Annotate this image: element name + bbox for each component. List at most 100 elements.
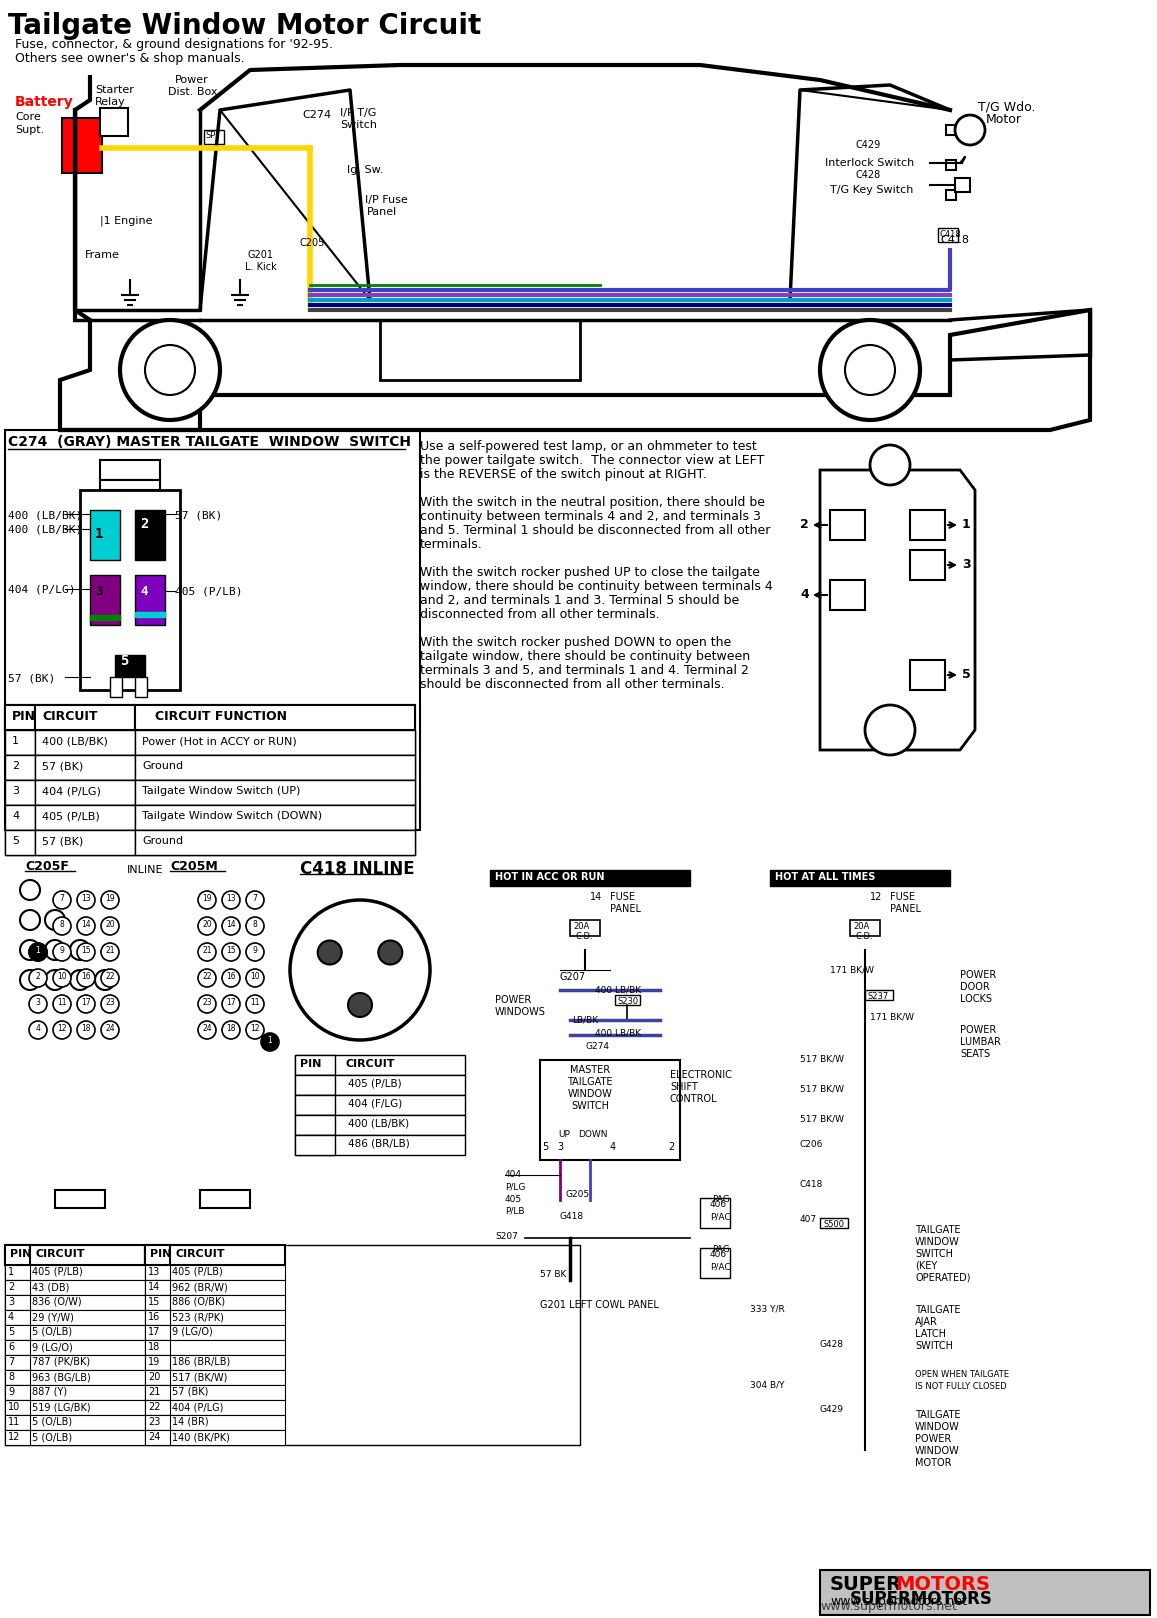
- Text: CONTROL: CONTROL: [670, 1094, 717, 1103]
- Bar: [62, 118, 102, 173]
- Circle shape: [246, 943, 264, 961]
- Text: S500: S500: [823, 1220, 843, 1230]
- Bar: [135, 780, 415, 806]
- Text: Switch: Switch: [340, 120, 377, 129]
- Bar: [5, 1311, 30, 1325]
- Text: 886 (O/BK): 886 (O/BK): [172, 1298, 226, 1307]
- Circle shape: [246, 892, 264, 909]
- Circle shape: [29, 1021, 47, 1039]
- Text: 57 (BK): 57 (BK): [42, 760, 83, 772]
- Text: PIN: PIN: [150, 1249, 171, 1259]
- Bar: [5, 1354, 30, 1370]
- Text: 21: 21: [202, 947, 212, 955]
- Bar: [5, 1265, 30, 1280]
- Text: 15: 15: [226, 947, 236, 955]
- Text: PIN: PIN: [12, 710, 36, 723]
- Text: 1: 1: [95, 527, 103, 540]
- Text: 10: 10: [8, 1403, 21, 1413]
- Text: 8: 8: [252, 921, 257, 929]
- Text: DOWN: DOWN: [578, 1129, 607, 1139]
- Circle shape: [45, 971, 65, 990]
- Text: 57 (BK): 57 (BK): [42, 837, 83, 846]
- Bar: [379, 320, 580, 380]
- Bar: [5, 1430, 145, 1445]
- Text: POWER: POWER: [495, 995, 531, 1005]
- Text: terminals 3 and 5, and terminals 1 and 4. Terminal 2: terminals 3 and 5, and terminals 1 and 4…: [420, 663, 749, 676]
- Circle shape: [53, 917, 71, 935]
- Text: 787 (PK/BK): 787 (PK/BK): [32, 1358, 90, 1367]
- Text: G429: G429: [820, 1404, 843, 1414]
- FancyBboxPatch shape: [160, 870, 290, 1220]
- Bar: [56, 1189, 105, 1209]
- Bar: [295, 1115, 465, 1134]
- Bar: [35, 806, 135, 830]
- Text: 3: 3: [12, 786, 19, 796]
- Text: HOT AT ALL TIMES: HOT AT ALL TIMES: [775, 872, 876, 882]
- Text: 1: 1: [961, 518, 971, 531]
- Text: C418: C418: [939, 230, 960, 239]
- Circle shape: [71, 940, 90, 959]
- Text: SWITCH: SWITCH: [915, 1249, 953, 1259]
- Circle shape: [29, 995, 47, 1013]
- Bar: [35, 756, 135, 780]
- Text: With the switch in the neutral position, there should be: With the switch in the neutral position,…: [420, 497, 765, 510]
- Circle shape: [53, 892, 71, 909]
- Circle shape: [246, 969, 264, 987]
- Bar: [145, 1294, 285, 1311]
- Circle shape: [246, 917, 264, 935]
- Text: 12: 12: [250, 1024, 260, 1032]
- Text: I/P Fuse: I/P Fuse: [364, 196, 407, 205]
- Bar: [145, 1385, 170, 1400]
- Text: 4: 4: [36, 1024, 40, 1032]
- Bar: [295, 1074, 336, 1095]
- Bar: [771, 870, 950, 887]
- Bar: [5, 830, 415, 854]
- Text: 57 (BK): 57 (BK): [8, 673, 56, 683]
- Text: 405 (P/LB): 405 (P/LB): [172, 1267, 223, 1277]
- Text: 406: 406: [710, 1201, 727, 1209]
- Circle shape: [53, 969, 71, 987]
- Text: C205: C205: [300, 238, 325, 248]
- Text: LOCKS: LOCKS: [960, 993, 992, 1005]
- Text: MOTORS: MOTORS: [896, 1574, 990, 1594]
- Text: G201: G201: [248, 251, 274, 260]
- Text: 24: 24: [105, 1024, 115, 1032]
- Text: 9: 9: [252, 947, 258, 955]
- Text: 29 (Y/W): 29 (Y/W): [32, 1312, 74, 1322]
- Text: WINDOW: WINDOW: [915, 1422, 960, 1432]
- Text: CIRCUIT: CIRCUIT: [345, 1060, 395, 1069]
- Circle shape: [20, 880, 40, 900]
- Text: 9 (LG/O): 9 (LG/O): [32, 1341, 73, 1353]
- Bar: [135, 705, 415, 730]
- Circle shape: [78, 892, 95, 909]
- Bar: [145, 1354, 170, 1370]
- Circle shape: [53, 995, 71, 1013]
- Text: G207: G207: [560, 972, 587, 982]
- Bar: [5, 1430, 30, 1445]
- Text: C429: C429: [855, 141, 880, 150]
- Bar: [5, 1340, 145, 1354]
- Text: 12: 12: [870, 892, 883, 901]
- Circle shape: [78, 917, 95, 935]
- Bar: [5, 780, 35, 806]
- Text: With the switch rocker pushed UP to close the tailgate: With the switch rocker pushed UP to clos…: [420, 566, 760, 579]
- Text: PAG: PAG: [712, 1196, 730, 1204]
- Text: FUSE: FUSE: [890, 892, 915, 901]
- Text: TAILGATE: TAILGATE: [915, 1225, 960, 1235]
- Text: 23: 23: [105, 998, 115, 1006]
- Circle shape: [318, 940, 341, 964]
- Text: P/LB: P/LB: [504, 1207, 524, 1217]
- Text: 400 (LB/BK): 400 (LB/BK): [42, 736, 108, 746]
- Text: C274  (GRAY) MASTER TAILGATE  WINDOW  SWITCH: C274 (GRAY) MASTER TAILGATE WINDOW SWITC…: [8, 435, 411, 450]
- Circle shape: [845, 345, 896, 395]
- Text: 404: 404: [504, 1170, 522, 1180]
- Bar: [830, 579, 865, 610]
- Text: 400 (LB/BK): 400 (LB/BK): [8, 510, 82, 519]
- Text: 14: 14: [590, 892, 603, 901]
- Text: 406: 406: [710, 1251, 727, 1259]
- Bar: [145, 1430, 285, 1445]
- Circle shape: [53, 943, 71, 961]
- Text: Motor: Motor: [986, 113, 1022, 126]
- Text: 13: 13: [226, 895, 236, 903]
- Text: TAILGATE: TAILGATE: [915, 1409, 960, 1421]
